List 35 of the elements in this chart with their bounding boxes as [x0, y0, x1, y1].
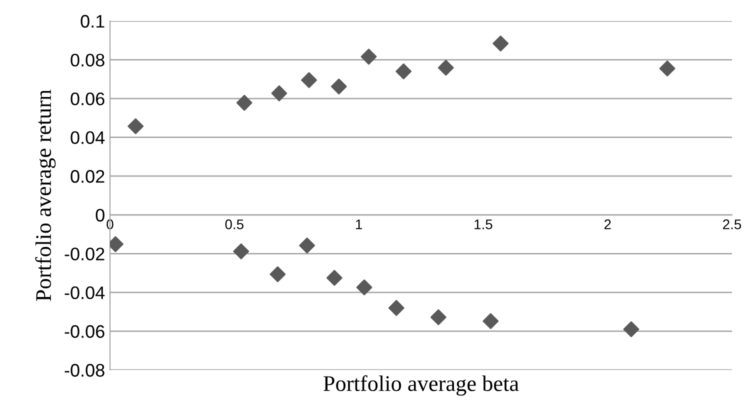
- point: [326, 270, 342, 286]
- y-tick-label: 0.02: [70, 170, 104, 183]
- point: [430, 309, 446, 326]
- point: [659, 60, 676, 76]
- point: [299, 238, 316, 254]
- point: [271, 85, 288, 102]
- point: [396, 63, 412, 80]
- point: [438, 60, 454, 76]
- x-tick-label: 2.5: [723, 219, 742, 230]
- point: [360, 48, 377, 65]
- point: [233, 243, 250, 260]
- x-tick-label: 1.5: [474, 220, 492, 230]
- x-tick-label: 2: [604, 219, 611, 230]
- point: [623, 321, 640, 338]
- y-tick-label: 0.1: [80, 14, 104, 28]
- point: [236, 94, 252, 111]
- y-axis-title: Portfolio average return: [35, 90, 56, 301]
- point: [482, 313, 499, 330]
- point: [388, 300, 404, 316]
- x-axis-title: Portfolio average beta: [324, 375, 519, 396]
- y-tick-label: -0.04: [64, 286, 105, 300]
- x-tick-label: 0.5: [225, 219, 244, 230]
- x-tick-label: 1: [356, 220, 362, 230]
- point: [492, 36, 509, 52]
- y-tick-label: -0.02: [64, 248, 104, 260]
- y-tick-label: -0.08: [64, 364, 104, 377]
- point: [356, 279, 372, 296]
- y-tick-label: -0.06: [64, 325, 104, 338]
- y-tick-label: 0.06: [70, 92, 104, 106]
- point: [128, 118, 144, 134]
- y-tick-label: 0.04: [70, 131, 105, 144]
- point: [330, 78, 347, 95]
- y-tick-label: 0.08: [70, 54, 104, 66]
- point: [270, 266, 286, 282]
- point: [301, 72, 318, 88]
